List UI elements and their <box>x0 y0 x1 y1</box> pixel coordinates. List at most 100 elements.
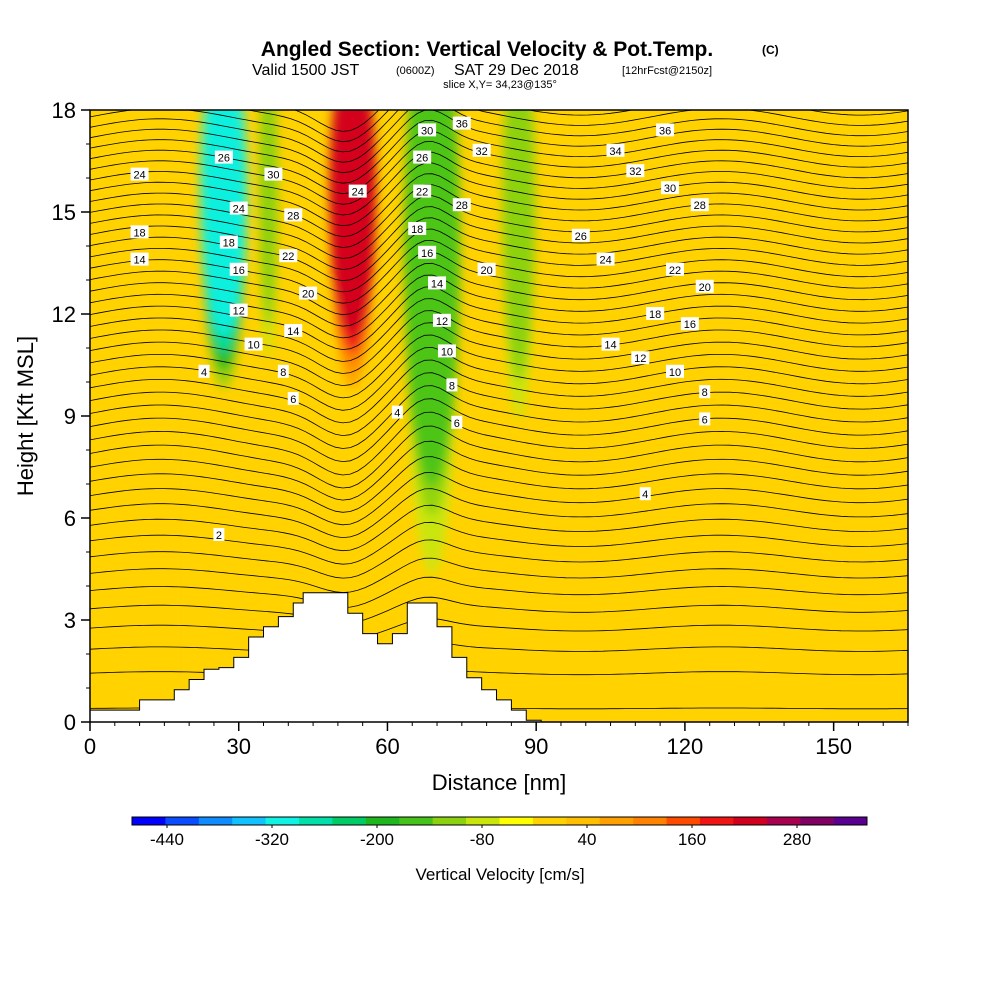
contour-label: 10 <box>441 346 453 358</box>
contour-label: 16 <box>233 265 245 277</box>
velocity-core-0 <box>200 110 248 336</box>
subtitle-valid: Valid 1500 JST <box>252 62 360 79</box>
contour-label-box <box>279 249 298 263</box>
y-tick-label: 0 <box>64 710 76 735</box>
contour-label: 28 <box>287 210 299 222</box>
colorbar-swatch <box>198 817 233 825</box>
isentrope-line <box>90 472 908 526</box>
colorbar-tick-label: 280 <box>783 830 811 849</box>
isentrope-line <box>90 385 908 449</box>
colorbar-swatch <box>232 817 266 825</box>
isentrope-line <box>90 521 908 565</box>
contour-label-box <box>446 378 458 392</box>
isentrope-line <box>90 596 908 624</box>
contour-label-box <box>699 412 711 426</box>
contour-label: 30 <box>664 183 676 195</box>
contour-label-box <box>601 337 620 351</box>
contour-label: 8 <box>449 380 455 392</box>
contour-label: 22 <box>416 187 428 199</box>
contour-label-box <box>665 262 684 276</box>
x-tick-label: 120 <box>667 734 704 759</box>
subtitle-forecast: [12hrFcst@2150z] <box>622 65 712 77</box>
colorbar-swatch <box>800 817 834 825</box>
colorbar-tick-labels: -440 -320 -200 -80 40 160 280 <box>150 825 811 849</box>
contour-label-box <box>665 364 684 378</box>
contour-label-box <box>219 235 238 249</box>
contour-label-box <box>639 487 651 501</box>
contour-label: 18 <box>411 224 423 236</box>
contour-label: 24 <box>233 204 245 216</box>
contour-label-box <box>477 262 496 276</box>
contour-label: 8 <box>280 367 286 379</box>
contour-label: 36 <box>659 125 671 137</box>
contour-label: 18 <box>223 238 235 250</box>
contour-label-box <box>213 528 225 541</box>
contour-label: 14 <box>431 278 443 290</box>
contour-label-box <box>244 337 263 351</box>
chart-subtitle: Valid 1500 JST (0600Z) SAT 29 Dec 2018 [… <box>252 62 712 79</box>
isentrope-line <box>90 310 908 374</box>
contour-label-box <box>284 208 303 222</box>
contour-label: 4 <box>642 489 648 501</box>
velocity-core-2 <box>329 110 377 336</box>
contour-label-box <box>418 123 437 137</box>
isentrope-line <box>90 274 908 339</box>
contour-label: 34 <box>609 146 621 158</box>
isentrope-line <box>90 184 908 248</box>
contour-label: 32 <box>629 166 641 178</box>
colorbar-title: Vertical Velocity [cm/s] <box>415 865 584 884</box>
colorbar-tick-label: -200 <box>360 830 394 849</box>
isentrope-line <box>90 119 908 184</box>
contour-label: 36 <box>456 119 468 131</box>
contour-label: 10 <box>669 367 681 379</box>
y-tick-label: 9 <box>64 404 76 429</box>
contour-label: 14 <box>604 340 616 352</box>
contour-label: 24 <box>133 170 145 182</box>
contour-label: 22 <box>282 251 294 263</box>
contour-label-box <box>631 351 650 365</box>
isentrope-line <box>90 110 908 153</box>
contour-label: 6 <box>454 418 460 430</box>
contour-label-box <box>437 344 456 358</box>
contour-label-box <box>348 184 367 198</box>
contour-label: 26 <box>218 153 230 165</box>
isentrope-line <box>90 641 908 659</box>
contour-label-box <box>661 181 680 195</box>
isentrope-line <box>90 162 908 227</box>
contour-label-box <box>646 307 665 320</box>
contour-label-box <box>452 116 471 130</box>
isentrope-line <box>90 425 908 489</box>
colorbar-swatch <box>365 817 400 825</box>
isentrope-line <box>90 359 908 424</box>
colorbar-swatch <box>132 817 166 825</box>
contour-label-box <box>690 198 709 212</box>
contour-label: 16 <box>684 319 696 331</box>
contour-label: 16 <box>421 248 433 260</box>
contour-label: 12 <box>436 316 448 328</box>
x-axis: 0 30 60 90 120 150 <box>84 722 909 759</box>
isentrope-line <box>90 334 908 399</box>
contour-label-box <box>130 252 149 266</box>
colorbar-tick-label: 160 <box>678 830 706 849</box>
contour-label: 20 <box>302 289 314 301</box>
slice-label: slice X,Y= 34,23@135° <box>443 79 557 91</box>
contour-label: 12 <box>634 353 646 365</box>
isentrope-line <box>90 206 908 270</box>
potential-temperature-contours <box>90 110 908 711</box>
isentrope-line <box>90 195 908 259</box>
x-axis-title: Distance [nm] <box>432 770 567 795</box>
colorbar-swatch <box>165 817 200 825</box>
isentrope-line <box>90 557 908 593</box>
contour-label-box <box>451 415 463 429</box>
y-tick-label: 15 <box>52 200 76 225</box>
chart-title-units: (C) <box>762 43 779 57</box>
colorbar-swatch <box>499 817 534 825</box>
isentrope-line <box>90 346 908 411</box>
isentrope-line <box>90 110 908 163</box>
colorbar-swatch <box>833 817 868 825</box>
isentrope-line <box>90 173 908 238</box>
colorbar-swatch <box>466 817 500 825</box>
isentrope-line <box>90 262 908 327</box>
